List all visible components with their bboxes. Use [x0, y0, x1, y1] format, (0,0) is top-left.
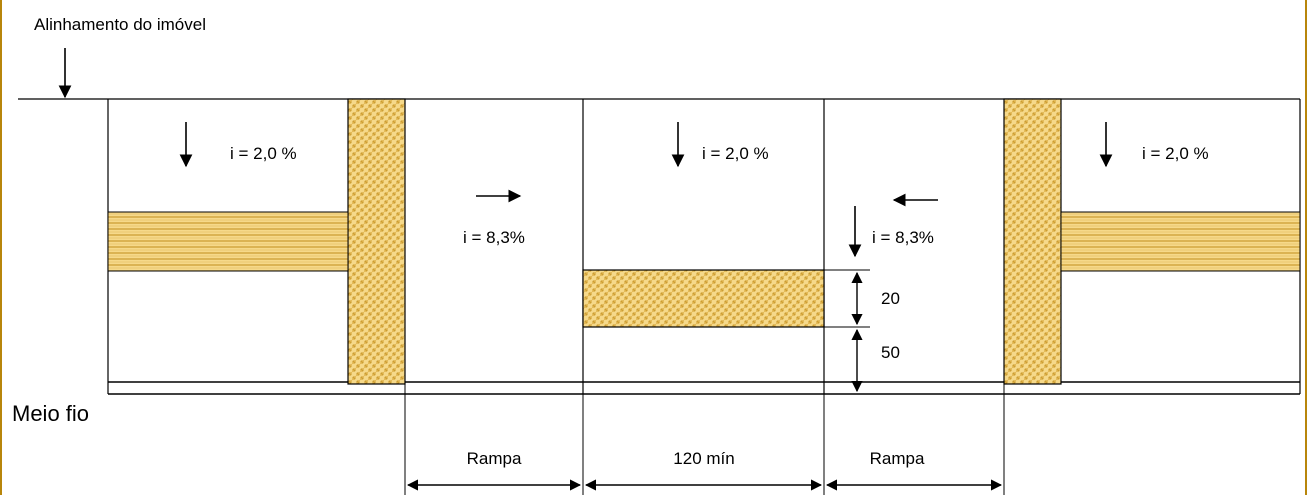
directional-floor-left: [107, 211, 349, 272]
dim-label-50: 50: [881, 343, 900, 362]
width-min-label: 120 mín: [673, 449, 734, 468]
ramp-label-right: Rampa: [870, 449, 925, 468]
ramp-label-left: Rampa: [467, 449, 522, 468]
slope-label-center: i = 2,0 %: [702, 144, 769, 163]
directional-floor-right: [1060, 211, 1301, 272]
alert-floor-center: [582, 269, 825, 328]
slope-label-right: i = 2,0 %: [1142, 144, 1209, 163]
tactile-band-left: [347, 98, 406, 385]
dim-label-20: 20: [881, 289, 900, 308]
tactile-band-right: [1003, 98, 1062, 385]
property-alignment-label: Alinhamento do imóvel: [34, 15, 206, 34]
ramp-slope-label-right: i = 8,3%: [872, 228, 934, 247]
slope-label-left: i = 2,0 %: [230, 144, 297, 163]
curb-label: Meio fio: [12, 401, 89, 426]
ramp-slope-label-left: i = 8,3%: [463, 228, 525, 247]
